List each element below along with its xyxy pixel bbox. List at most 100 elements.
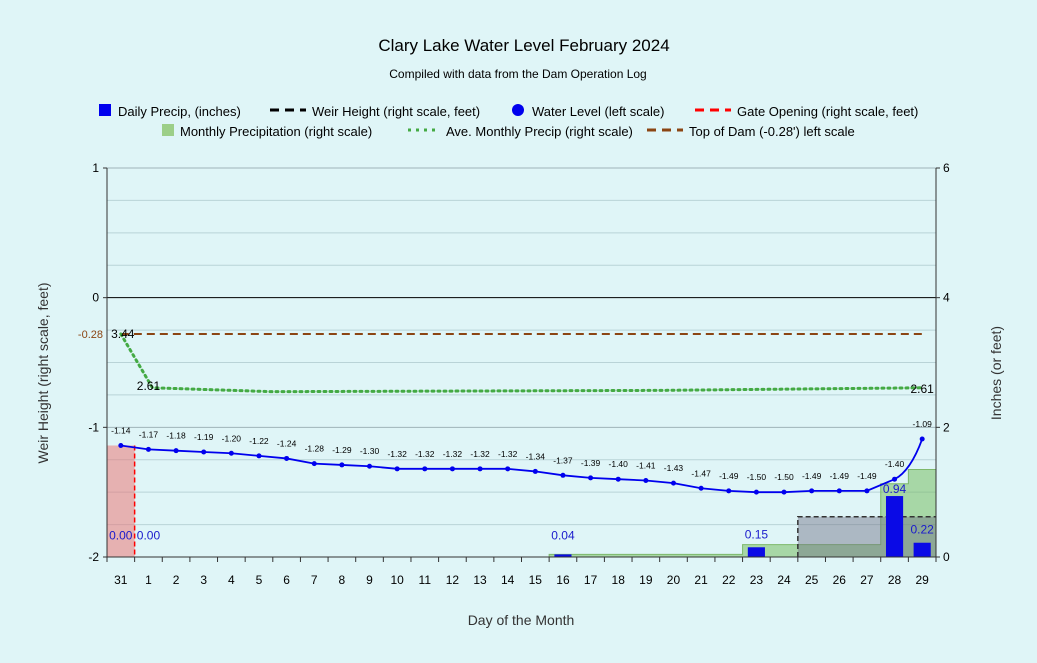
legend-label-weir-height: Weir Height (right scale, feet) <box>312 104 480 119</box>
x-tick-label: 8 <box>339 573 346 587</box>
water-level-point <box>256 453 262 459</box>
water-level-label: -1.32 <box>470 449 490 459</box>
x-tick-label: 28 <box>888 573 902 587</box>
water-level-label: -1.32 <box>443 449 463 459</box>
x-tick-label: 9 <box>366 573 373 587</box>
water-level-point <box>615 476 621 482</box>
daily-precip-label: 0.00 <box>109 528 133 542</box>
chart-title: Clary Lake Water Level February 2024 <box>378 36 669 55</box>
water-level-point <box>422 466 428 472</box>
x-tick-label: 14 <box>501 573 515 587</box>
water-level-point <box>173 448 179 454</box>
water-level-label: -1.37 <box>553 455 573 465</box>
x-tick-label: 10 <box>390 573 404 587</box>
water-level-point <box>284 455 290 461</box>
water-level-point <box>339 462 345 468</box>
x-tick-label: 18 <box>612 573 626 587</box>
water-level-point <box>698 485 704 491</box>
legend-swatch-daily-precip <box>99 104 111 116</box>
x-tick-label: 1 <box>145 573 152 587</box>
water-level-point <box>505 466 511 472</box>
water-level-point <box>753 489 759 495</box>
y-left-tick-label: 0 <box>92 291 99 305</box>
x-tick-label: 21 <box>694 573 708 587</box>
y-left-tick-label: -1 <box>88 420 99 434</box>
water-level-label: -1.18 <box>166 431 186 441</box>
daily-precip-label: 0.15 <box>745 527 769 541</box>
x-tick-label: 3 <box>200 573 207 587</box>
water-level-point <box>643 477 649 483</box>
water-level-point <box>449 466 455 472</box>
water-level-point <box>588 475 594 481</box>
y-right-tick-label: 0 <box>943 550 950 564</box>
x-tick-label: 2 <box>173 573 180 587</box>
water-level-point <box>892 476 898 482</box>
x-tick-label: 22 <box>722 573 736 587</box>
water-level-point <box>201 449 207 455</box>
ave-precip-label: 3.44 <box>111 327 135 341</box>
water-level-label: -1.50 <box>774 472 794 482</box>
water-level-point <box>919 436 925 442</box>
daily-precip-bar <box>885 496 904 557</box>
x-tick-label: 13 <box>473 573 487 587</box>
chart-subtitle: Compiled with data from the Dam Operatio… <box>389 67 646 81</box>
water-level-point <box>118 442 124 448</box>
legend-label-ave-monthly-precip: Ave. Monthly Precip (right scale) <box>446 124 633 139</box>
water-level-label: -1.34 <box>526 451 546 461</box>
x-tick-label: 4 <box>228 573 235 587</box>
water-level-label: -1.41 <box>636 460 656 470</box>
water-level-label: -1.49 <box>857 471 877 481</box>
water-level-label: -1.49 <box>802 471 822 481</box>
water-level-label: -1.50 <box>747 472 767 482</box>
water-level-label: -1.32 <box>498 449 518 459</box>
water-level-label: -1.09 <box>912 419 932 429</box>
water-level-label: -1.29 <box>332 445 352 455</box>
weir-height-area <box>797 516 936 557</box>
water-level-label: -1.22 <box>249 436 269 446</box>
water-level-label: -1.40 <box>885 459 905 469</box>
x-tick-label: 17 <box>584 573 598 587</box>
daily-precip-bar <box>913 542 931 557</box>
water-level-label: -1.39 <box>581 458 601 468</box>
y-axis-right-title: Inches (or feet) <box>988 326 1004 420</box>
daily-precip-bar <box>747 547 765 557</box>
gate-opening-area <box>107 445 135 557</box>
legend-label-gate-opening: Gate Opening (right scale, feet) <box>737 104 918 119</box>
legend-label-monthly-precip: Monthly Precipitation (right scale) <box>180 124 372 139</box>
water-level-point <box>228 450 234 456</box>
water-level-point <box>836 488 842 494</box>
water-level-label: -1.47 <box>691 468 711 478</box>
plot-area: 0.00 0.00 0.04 0.15 0.94 0.22 -0.28 3.44 2.61 2.6… <box>78 161 950 587</box>
water-level-point <box>367 463 373 469</box>
ave-precip-label: 2.61 <box>911 382 935 396</box>
y-right-tick-label: 4 <box>943 291 950 305</box>
x-axis-title: Day of the Month <box>468 612 575 628</box>
daily-precip-label: 0.04 <box>551 528 575 542</box>
y-right-tick-label: 2 <box>943 420 950 434</box>
daily-precip-label: 0.22 <box>911 523 935 537</box>
y-axis-left-title: Weir Height (right scale, feet) <box>35 282 51 463</box>
x-tick-label: 16 <box>556 573 570 587</box>
legend-swatch-monthly-precip <box>162 124 174 136</box>
y-left-tick-label: 1 <box>92 161 99 175</box>
legend: Daily Precip, (inches) Weir Height (righ… <box>99 104 918 139</box>
water-level-point <box>477 466 483 472</box>
ave-precip-label: 2.61 <box>137 379 161 393</box>
legend-label-water-level: Water Level (left scale) <box>532 104 664 119</box>
ave-monthly-precip-line <box>119 332 924 394</box>
water-level-label: -1.28 <box>305 444 325 454</box>
water-level-label: -1.32 <box>387 449 407 459</box>
legend-label-top-of-dam: Top of Dam (-0.28') left scale <box>689 124 855 139</box>
water-level-point <box>781 489 787 495</box>
water-level-point <box>394 466 400 472</box>
water-level-point <box>726 488 732 494</box>
x-tick-label: 12 <box>446 573 460 587</box>
water-level-label: -1.19 <box>194 432 214 442</box>
legend-label-daily-precip: Daily Precip, (inches) <box>118 104 241 119</box>
daily-precip-label: 0.00 <box>137 528 161 542</box>
x-tick-label: 7 <box>311 573 318 587</box>
water-level-point <box>145 446 151 452</box>
water-level-label: -1.32 <box>415 449 435 459</box>
water-level-label: -1.30 <box>360 446 380 456</box>
y-right-tick-label: 6 <box>943 161 950 175</box>
